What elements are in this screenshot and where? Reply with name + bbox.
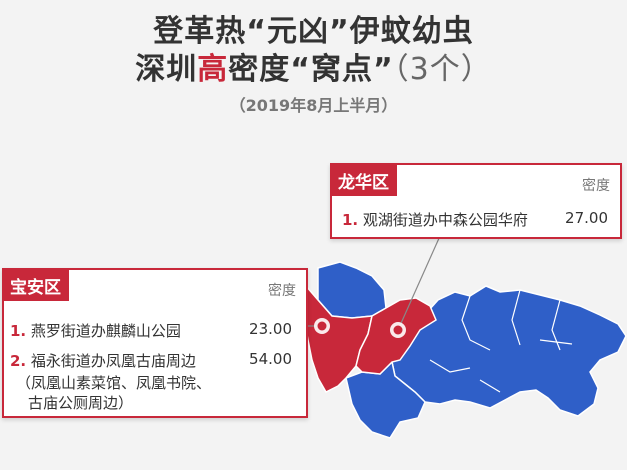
title-count: （3个） [393, 52, 492, 87]
title-line-1: 登革热“元凶”伊蚊幼虫 [153, 14, 474, 49]
title-date: （2019年8月上半月） [229, 96, 398, 115]
title-density-spots: 密度“窝点” [228, 52, 394, 87]
baoan-row-2-value: 54.00 [249, 350, 292, 368]
longhua-row-1: 1. 观湖街道办中森公园华府 27.00 [342, 209, 614, 230]
baoan-row-2-num: 2. [10, 352, 27, 370]
baoan-row-2: 2. 福永街道办凤凰古庙周边 54.00 [10, 350, 300, 371]
baoan-row-2-name: 福永街道办凤凰古庙周边 [30, 352, 196, 370]
connector-longhua [397, 235, 441, 331]
longhua-row-1-num: 1. [342, 211, 359, 229]
baoan-card: 宝安区 密度 1. 燕罗街道办麒麟山公园 23.00 2. 福永街道办凤凰古庙周… [2, 268, 308, 418]
longhua-card: 龙华区 密度 1. 观湖街道办中森公园华府 27.00 [330, 163, 622, 239]
longhua-density-header: 密度 [582, 178, 610, 194]
baoan-density-header: 密度 [268, 283, 296, 299]
map-district-north [317, 261, 387, 319]
title-city: 深圳 [135, 52, 198, 87]
baoan-note-line-1: （凤凰山素菜馆、凤凰书院、 [16, 374, 212, 392]
title-highlight: 高 [197, 52, 229, 87]
baoan-district-tag: 宝安区 [4, 270, 69, 301]
baoan-row-1-num: 1. [10, 322, 27, 340]
baoan-row-1-name: 燕罗街道办麒麟山公园 [30, 322, 181, 340]
baoan-row-1: 1. 燕罗街道办麒麟山公园 23.00 [10, 320, 300, 341]
marker-baoan[interactable] [314, 318, 330, 334]
title-line-2: 深圳高密度“窝点”（3个） [0, 44, 627, 88]
longhua-row-1-value: 27.00 [565, 209, 608, 227]
map-district-baoan [303, 284, 373, 393]
longhua-row-1-name: 观湖街道办中森公园华府 [362, 211, 528, 229]
map-boundaries [429, 289, 573, 393]
marker-longhua[interactable] [390, 322, 406, 338]
longhua-district-tag: 龙华区 [332, 165, 397, 196]
baoan-row-1-value: 23.00 [249, 320, 292, 338]
baoan-note-line-2: 古庙公厕周边） [28, 394, 134, 412]
